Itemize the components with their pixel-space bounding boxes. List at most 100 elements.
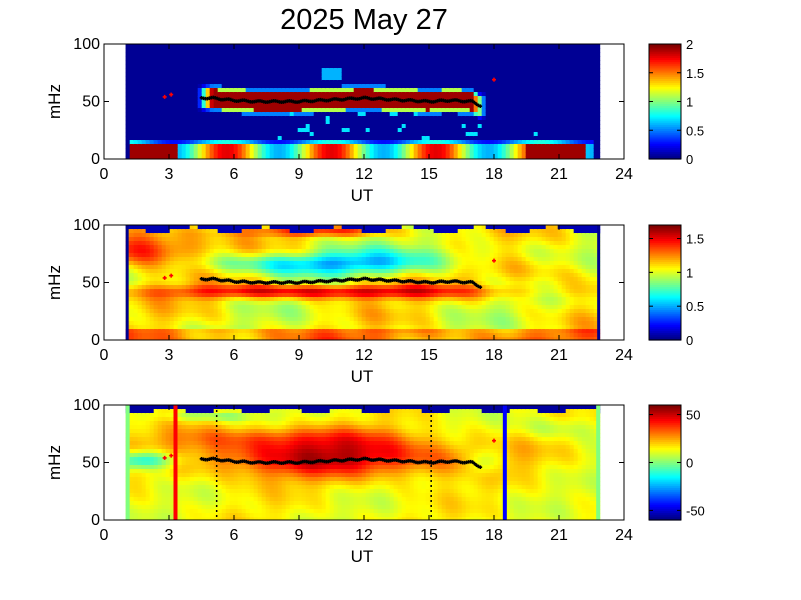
heatmap-cell [325,156,331,159]
heatmap-cell [389,112,395,117]
heatmap-cell [369,44,375,49]
heatmap-cell [125,104,131,109]
heatmap-cell [309,68,315,73]
heatmap-cell [169,68,175,73]
heatmap-cell [213,76,219,81]
heatmap-cell [333,112,339,117]
heatmap-cell [329,132,335,137]
heatmap-cell [257,156,263,159]
heatmap-cell [217,281,223,286]
heatmap-cell [433,56,439,61]
heatmap-cell [173,233,179,238]
heatmap-cell [285,333,291,338]
heatmap-cell [285,112,291,117]
heatmap-cell [269,116,275,121]
heatmap-cell [373,44,379,49]
heatmap-cell [361,72,367,77]
heatmap-cell [205,120,211,125]
heatmap-cell [393,44,399,49]
heatmap-cell [189,84,195,89]
heatmap-cell [257,273,263,278]
heatmap-cell [273,285,279,290]
heatmap-cell [289,265,295,270]
heatmap-cell [393,76,399,81]
heatmap-cell [269,68,275,73]
heatmap-cell [453,60,459,65]
heatmap-cell [525,108,531,113]
heatmap-cell [133,273,139,278]
heatmap-cell [337,56,343,61]
heatmap-cell [529,64,535,69]
heatmap-cell [217,104,223,109]
heatmap-cell [205,289,211,294]
heatmap-cell [217,112,223,117]
heatmap-cell [181,337,187,340]
heatmap-cell [441,68,447,73]
heatmap-cell [329,152,335,157]
heatmap-cell [193,249,199,254]
heatmap-cell [413,140,419,145]
heatmap-cell [465,108,471,113]
heatmap-cell [357,52,363,57]
heatmap-cell [197,297,203,302]
heatmap-cell [225,245,231,250]
heatmap-cell [201,116,207,121]
heatmap-cell [165,241,171,246]
heatmap-cell [305,96,311,101]
heatmap-cell [265,48,271,53]
heatmap-cell [181,313,187,318]
heatmap-cell [285,229,291,234]
heatmap-cell [261,104,267,109]
heatmap-cell [389,116,395,121]
heatmap-cell [281,84,287,89]
heatmap-cell [593,60,599,65]
heatmap-cell [413,76,419,81]
heatmap-cell [177,269,183,274]
heatmap-cell [333,124,339,129]
heatmap-cell [133,88,139,93]
heatmap-cell [129,144,135,149]
heatmap-cell [189,277,195,282]
heatmap-cell [425,152,431,157]
heatmap-cell [389,72,395,77]
heatmap-cell [381,104,387,109]
heatmap-cell [577,60,583,65]
heatmap-cell [453,48,459,53]
heatmap-cell [437,44,443,49]
heatmap-cell [201,56,207,61]
heatmap-cell [153,156,159,159]
heatmap-cell [457,124,463,129]
heatmap-cell [257,269,263,274]
heatmap-cell [153,128,159,133]
heatmap-cell [193,108,199,113]
heatmap-cell [473,56,479,61]
heatmap-cell [149,229,155,234]
heatmap-cell [509,88,515,93]
heatmap-cell [189,297,195,302]
heatmap-cell [429,116,435,121]
heatmap-cell [293,132,299,137]
heatmap-cell [425,140,431,145]
heatmap-cell [181,148,187,153]
heatmap-cell [265,116,271,121]
heatmap-cell [541,88,547,93]
heatmap-cell [161,120,167,125]
heatmap-cell [293,237,299,242]
heatmap-cell [229,128,235,133]
heatmap-cell [137,96,143,101]
heatmap-cell [153,80,159,85]
heatmap-cell [273,293,279,298]
heatmap-cell [145,104,151,109]
heatmap-cell [593,116,599,121]
heatmap-cell [145,76,151,81]
heatmap-cell [249,120,255,125]
heatmap-cell [409,56,415,61]
heatmap-cell [293,156,299,159]
heatmap-cell [301,104,307,109]
heatmap-cell [153,100,159,105]
heatmap-cell [413,72,419,77]
heatmap-cell [333,140,339,145]
heatmap-cell [169,261,175,266]
heatmap-cell [261,124,267,129]
heatmap-cell [429,72,435,77]
